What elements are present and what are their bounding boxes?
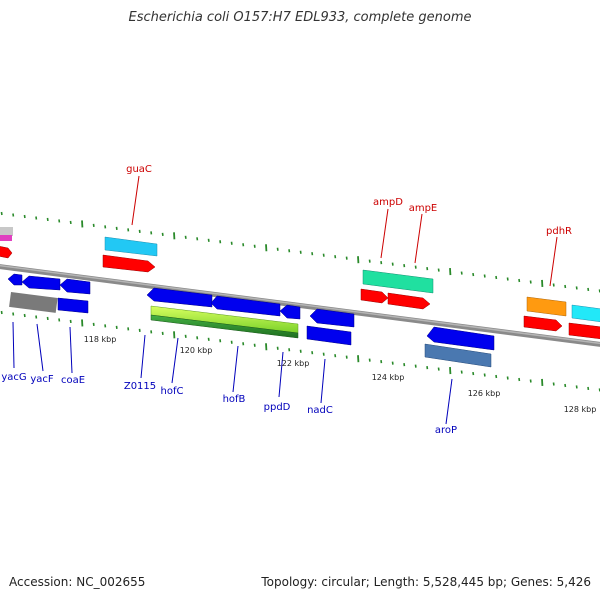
- gene-arrow-ppdD[interactable]: [279, 304, 301, 320]
- feature-cyan-guaC: [104, 236, 158, 257]
- gene-arrow-yacG[interactable]: [7, 273, 23, 286]
- topology-text: Topology: circular; Length: 5,528,445 bp…: [261, 575, 591, 589]
- gene-arrow-left-edge: [0, 246, 13, 259]
- tick-label: 124 kbp: [372, 373, 405, 382]
- map-title: Escherichia coli O157:H7 EDL933, complet…: [128, 10, 472, 25]
- gene-label-coaE[interactable]: coaE: [61, 375, 85, 386]
- feature-green-ampD: [362, 269, 434, 294]
- gene-arrow-aroP[interactable]: [426, 326, 495, 351]
- genome-backbone: [0, 264, 600, 347]
- tick-label: 120 kbp: [180, 346, 213, 355]
- gene-arrow-hofB[interactable]: [210, 295, 281, 317]
- feature-green-hofC: [150, 314, 299, 339]
- gene-arrow-pdhR[interactable]: [523, 315, 563, 332]
- accession-text: Accession: NC_002655: [9, 575, 146, 589]
- gene-label-yacG[interactable]: yacG: [1, 372, 26, 383]
- feature-block-left-gray: [0, 227, 13, 236]
- gene-arrow-nadC[interactable]: [309, 308, 355, 328]
- tick-label: 126 kbp: [468, 389, 501, 398]
- feature-orange-pdhR: [526, 296, 567, 317]
- gene-label-hofB[interactable]: hofB: [223, 394, 246, 405]
- gene-label-nadC[interactable]: nadC: [307, 405, 333, 416]
- gene-label-yacF[interactable]: yacF: [30, 374, 54, 385]
- tick-label: 118 kbp: [84, 335, 117, 344]
- forward-label-leaders: [131, 175, 558, 287]
- gene-arrow-yacF[interactable]: [21, 275, 61, 291]
- gene-label-ampE[interactable]: ampE: [409, 203, 438, 214]
- forward-strand-features: [0, 227, 600, 340]
- feature-blue-block-nadC: [306, 325, 352, 346]
- gene-arrow-coaE[interactable]: [59, 278, 91, 295]
- feature-block-left-pink: [0, 235, 12, 241]
- feature-gray-block: [9, 292, 58, 313]
- feature-blue-block-coaE: [57, 297, 89, 314]
- feature-steelblue-aroP: [424, 343, 492, 368]
- forward-gene-labels: guaC ampD ampE pdhR: [126, 164, 572, 237]
- gene-arrow-ampD[interactable]: [360, 288, 389, 304]
- tick-label: 122 kbp: [277, 359, 310, 368]
- position-tick-labels: 118 kbp 120 kbp 122 kbp 124 kbp 126 kbp …: [84, 335, 597, 414]
- gene-label-pdhR[interactable]: pdhR: [546, 226, 572, 237]
- gene-label-ppdD[interactable]: ppdD: [264, 402, 291, 413]
- gene-label-aroP[interactable]: aroP: [435, 425, 457, 436]
- reverse-gene-labels: yacG yacF coaE Z0115 hofC hofB ppdD nadC…: [1, 372, 457, 436]
- inner-dotted-track: [0, 310, 600, 392]
- gene-arrow-right-edge: [568, 322, 600, 340]
- gene-arrow-Z0115[interactable]: [146, 287, 213, 308]
- gene-arrow-guaC[interactable]: [102, 254, 156, 273]
- tick-label: 128 kbp: [564, 405, 597, 414]
- gene-arrow-ampE[interactable]: [387, 292, 431, 310]
- outer-dotted-track: [0, 211, 600, 293]
- gene-label-guaC[interactable]: guaC: [126, 164, 152, 175]
- reverse-strand-features: [7, 273, 495, 368]
- reverse-label-leaders: [12, 321, 453, 425]
- gene-label-hofC[interactable]: hofC: [161, 386, 184, 397]
- feature-cyan-right-edge: [571, 304, 600, 322]
- gene-label-Z0115[interactable]: Z0115: [124, 381, 156, 392]
- gene-label-ampD[interactable]: ampD: [373, 197, 403, 208]
